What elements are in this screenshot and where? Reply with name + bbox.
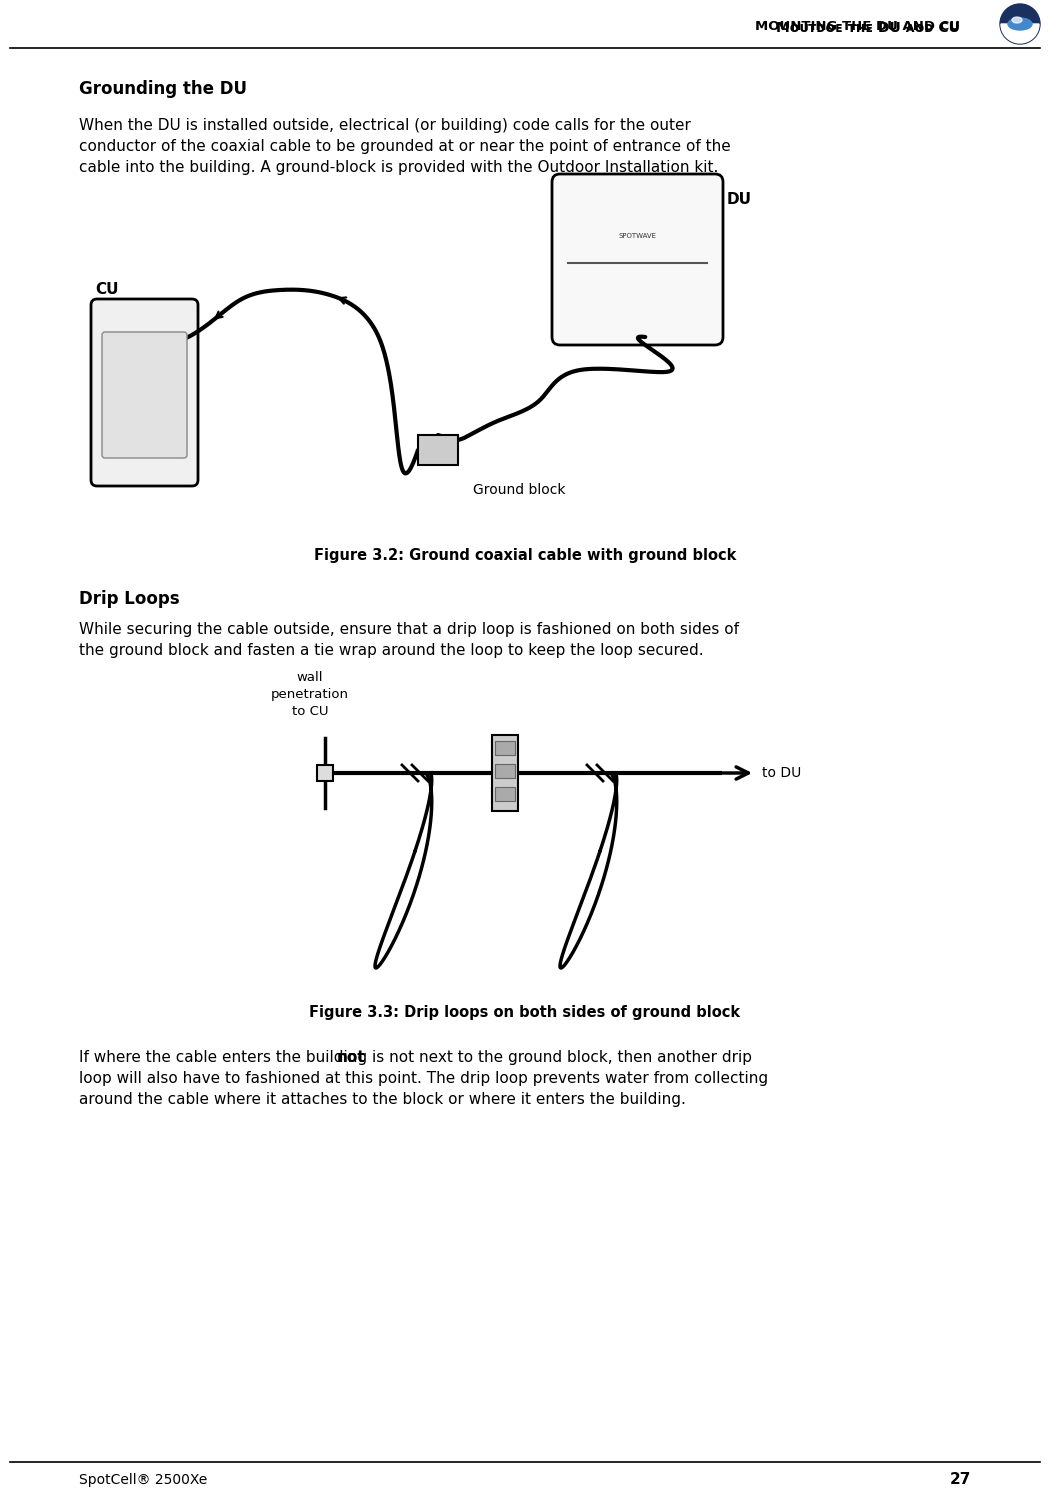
Text: While securing the cable outside, ensure that a drip loop is fashioned on both s: While securing the cable outside, ensure… [79, 622, 739, 637]
Text: SpotCell® 2500Xe: SpotCell® 2500Xe [79, 1473, 207, 1486]
Text: DU: DU [727, 191, 752, 206]
Ellipse shape [1008, 18, 1032, 30]
Ellipse shape [1012, 17, 1022, 23]
Text: around the cable where it attaches to the block or where it enters the building.: around the cable where it attaches to th… [79, 1092, 686, 1107]
Text: MOUNTING THE DU AND CU: MOUNTING THE DU AND CU [755, 20, 960, 33]
Text: Ground block: Ground block [472, 483, 566, 497]
Text: not: not [337, 1050, 365, 1065]
Wedge shape [1001, 24, 1040, 44]
Bar [492, 735, 518, 812]
FancyBboxPatch shape [91, 300, 198, 486]
Text: the ground block and fasten a tie wrap around the loop to keep the loop secured.: the ground block and fasten a tie wrap a… [79, 643, 704, 658]
Text: loop will also have to fashioned at this point. The drip loop prevents water fro: loop will also have to fashioned at this… [79, 1071, 768, 1086]
Text: When the DU is installed outside, electrical (or building) code calls for the ou: When the DU is installed outside, electr… [79, 117, 691, 133]
Text: SPOTWAVE: SPOTWAVE [618, 233, 656, 239]
Bar [495, 764, 514, 779]
Text: Mᴏᴜᴛᴅᴏᴇ ᴛʜᴇ DU ᴀᴏᴅ CU: Mᴏᴜᴛᴅᴏᴇ ᴛʜᴇ DU ᴀᴏᴅ CU [776, 21, 960, 35]
Text: 27: 27 [950, 1473, 971, 1488]
Text: to DU: to DU [762, 767, 801, 780]
Bar [317, 765, 333, 782]
Text: Grounding the DU: Grounding the DU [79, 80, 247, 98]
Bar [418, 435, 458, 465]
Bar [495, 741, 514, 755]
Text: Figure 3.3: Drip loops on both sides of ground block: Figure 3.3: Drip loops on both sides of … [310, 1005, 740, 1020]
Text: CU: CU [94, 282, 119, 297]
Ellipse shape [1000, 5, 1040, 44]
Text: conductor of the coaxial cable to be grounded at or near the point of entrance o: conductor of the coaxial cable to be gro… [79, 139, 731, 154]
Text: If where the cable enters the building is not next to the ground block, then ano: If where the cable enters the building i… [79, 1050, 752, 1065]
Text: cable into the building. A ground-block is provided with the Outdoor Installatio: cable into the building. A ground-block … [79, 160, 718, 175]
Text: wall
penetration
to CU: wall penetration to CU [271, 672, 349, 718]
Text: Drip Loops: Drip Loops [79, 590, 180, 608]
FancyBboxPatch shape [102, 331, 187, 458]
Bar [495, 788, 514, 801]
FancyBboxPatch shape [552, 175, 723, 345]
Text: Figure 3.2: Ground coaxial cable with ground block: Figure 3.2: Ground coaxial cable with gr… [314, 548, 736, 563]
